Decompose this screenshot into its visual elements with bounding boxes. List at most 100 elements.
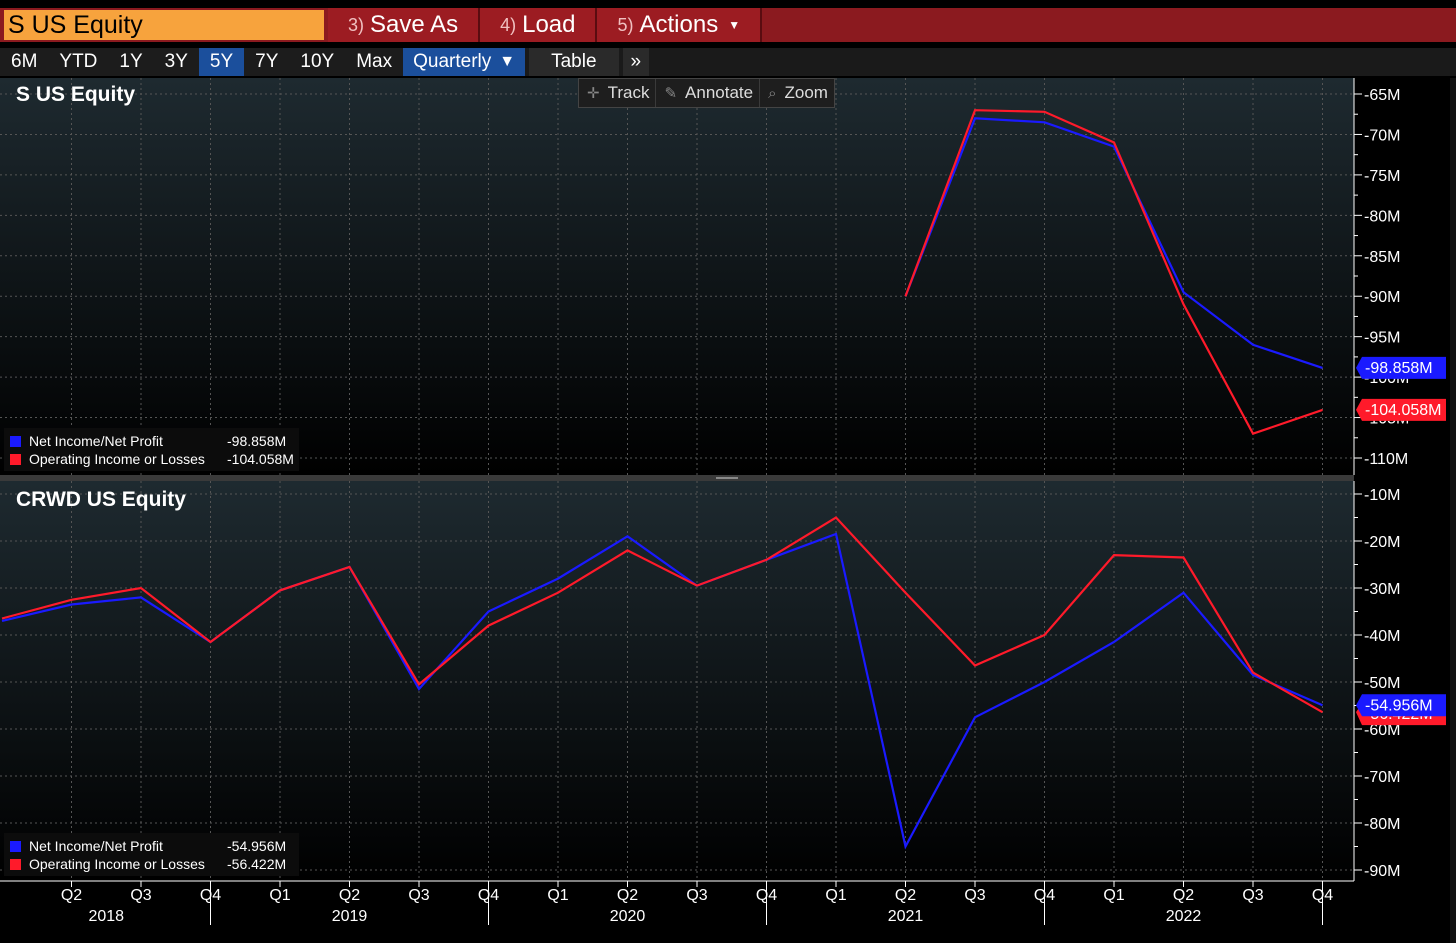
flag-label: -98.858M xyxy=(1365,360,1433,377)
range-5y-button[interactable]: 5Y xyxy=(198,48,245,76)
annotate-label: Annotate xyxy=(685,83,754,102)
x-year-label: 2020 xyxy=(610,908,646,925)
actions-button[interactable]: 5) Actions ▼ xyxy=(597,8,763,42)
zoom-tool[interactable]: ⌕ Zoom xyxy=(760,79,834,107)
legend-swatch-red xyxy=(10,858,21,870)
x-year-label: 2021 xyxy=(888,908,924,925)
legend-row: Net Income/Net Profit -54.956M xyxy=(10,837,293,855)
x-tick-label: Q3 xyxy=(130,887,151,904)
legend-name: Net Income/Net Profit xyxy=(29,838,163,854)
x-tick-label: Q1 xyxy=(547,887,568,904)
series-line-operating-income xyxy=(1,516,1324,714)
range-1y-button[interactable]: 1Y xyxy=(108,48,154,76)
legend-row: Net Income/Net Profit -98.858M xyxy=(10,432,293,450)
legend-value: -98.858M xyxy=(227,433,287,449)
bottom-legend: Net Income/Net Profit -54.956M Operating… xyxy=(4,833,299,876)
more-button[interactable]: » xyxy=(622,48,650,76)
last-value-flag: -98.858M xyxy=(1356,356,1446,379)
top-legend: Net Income/Net Profit -98.858M Operating… xyxy=(4,428,299,471)
x-tick-label: Q3 xyxy=(408,887,429,904)
save-as-label: Save As xyxy=(370,11,459,38)
annotate-tool[interactable]: ✎ Annotate xyxy=(656,79,761,107)
y-tick-label: -60M xyxy=(1364,722,1400,739)
chart-tools: ✛ Track ✎ Annotate ⌕ Zoom xyxy=(578,78,835,108)
flag-label: -54.956M xyxy=(1365,697,1433,714)
x-tick-label: Q1 xyxy=(1103,887,1124,904)
y-tick-label: -110M xyxy=(1364,451,1408,468)
range-6m-button[interactable]: 6M xyxy=(0,48,49,76)
range-3y-button[interactable]: 3Y xyxy=(153,48,199,76)
frequency-dropdown[interactable]: Quarterly ▼ xyxy=(403,48,526,76)
y-tick-label: -75M xyxy=(1364,168,1400,185)
load-number: 4) xyxy=(500,14,517,35)
x-tick-label: Q3 xyxy=(1242,887,1263,904)
save-as-button[interactable]: 3) Save As xyxy=(328,8,481,42)
x-tick-label: Q2 xyxy=(61,887,82,904)
legend-swatch-blue xyxy=(10,435,21,447)
legend-row: Operating Income or Losses -56.422M xyxy=(10,855,293,873)
legend-value: -54.956M xyxy=(227,838,287,854)
top-panel-title: S US Equity xyxy=(16,83,136,106)
toolbar: S US Equity 3) Save As 4) Load 5) Action… xyxy=(0,8,1456,42)
load-label: Load xyxy=(522,11,576,38)
series-line-operating-income xyxy=(904,109,1323,436)
range-bar: 6M YTD 1Y 3Y 5Y 7Y 10Y Max Quarterly ▼ T… xyxy=(0,48,1456,76)
x-year-label: 2019 xyxy=(332,908,368,925)
range-ytd-button[interactable]: YTD xyxy=(48,48,109,76)
table-button[interactable]: Table xyxy=(529,48,619,76)
divider-handle[interactable] xyxy=(716,477,738,479)
panel-divider[interactable] xyxy=(0,475,1354,481)
legend-name: Operating Income or Losses xyxy=(29,451,205,467)
x-tick-label: Q3 xyxy=(964,887,985,904)
range-7y-button[interactable]: 7Y xyxy=(244,48,290,76)
range-max-button[interactable]: Max xyxy=(345,48,404,76)
legend-name: Net Income/Net Profit xyxy=(29,433,163,449)
y-tick-label: -40M xyxy=(1364,628,1400,645)
right-scroll-strip xyxy=(1450,78,1456,943)
legend-value: -104.058M xyxy=(227,451,294,467)
y-tick-label: -95M xyxy=(1364,330,1400,347)
last-value-flag: -104.058M xyxy=(1356,398,1446,421)
x-tick-label: Q2 xyxy=(339,887,360,904)
legend-row: Operating Income or Losses -104.058M xyxy=(10,450,294,468)
actions-label: Actions xyxy=(639,11,719,38)
pencil-icon: ✎ xyxy=(664,85,678,102)
chevron-down-icon: ▼ xyxy=(499,53,516,70)
x-year-label: 2022 xyxy=(1166,908,1202,925)
y-tick-label: -85M xyxy=(1364,249,1400,266)
x-tick-label: Q1 xyxy=(269,887,290,904)
bottom-panel-title: CRWD US Equity xyxy=(16,488,186,511)
y-tick-label: -90M xyxy=(1364,863,1400,880)
x-tick-label: Q1 xyxy=(825,887,846,904)
crosshair-icon: ✛ xyxy=(587,85,600,102)
x-tick-label: Q3 xyxy=(686,887,707,904)
chevron-down-icon: ▼ xyxy=(728,18,741,32)
zoom-label: Zoom xyxy=(784,83,828,102)
track-tool[interactable]: ✛ Track xyxy=(579,79,657,107)
y-tick-label: -90M xyxy=(1364,289,1400,306)
search-icon: ⌕ xyxy=(768,84,777,102)
last-value-flag: -54.956M xyxy=(1356,694,1446,717)
x-tick-label: Q2 xyxy=(895,887,916,904)
actions-number: 5) xyxy=(617,14,634,35)
frequency-label: Quarterly xyxy=(413,51,492,72)
range-10y-button[interactable]: 10Y xyxy=(289,48,346,76)
flag-shape xyxy=(1356,356,1446,379)
y-tick-label: -65M xyxy=(1364,87,1400,104)
x-tick-label: Q2 xyxy=(1173,887,1194,904)
ticker-input[interactable]: S US Equity xyxy=(4,10,324,40)
legend-value: -56.422M xyxy=(227,856,287,872)
y-tick-label: -70M xyxy=(1364,127,1400,144)
y-tick-label: -80M xyxy=(1364,208,1400,225)
track-label: Track xyxy=(607,83,650,102)
y-tick-label: -70M xyxy=(1364,769,1400,786)
flag-shape xyxy=(1356,398,1446,421)
series-line-net-income xyxy=(904,117,1323,369)
flag-shape xyxy=(1356,694,1446,717)
x-year-label: 2018 xyxy=(88,908,124,925)
y-tick-label: -20M xyxy=(1364,534,1400,551)
top-strip xyxy=(0,0,1456,8)
legend-swatch-red xyxy=(10,453,21,465)
load-button[interactable]: 4) Load xyxy=(480,8,598,42)
